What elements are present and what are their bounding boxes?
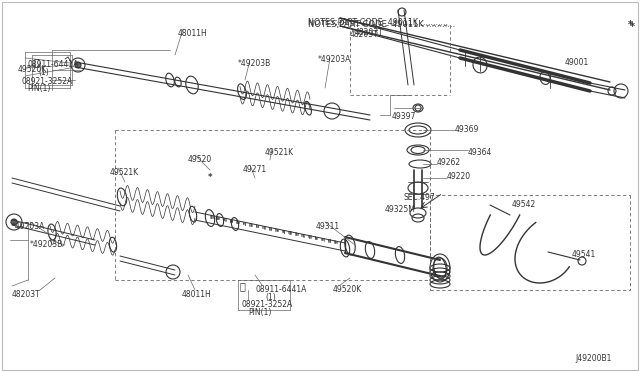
Text: PIN(1): PIN(1) — [248, 308, 271, 317]
Text: *: * — [628, 20, 633, 30]
Text: 49521K: 49521K — [265, 148, 294, 157]
Circle shape — [71, 58, 85, 72]
Text: 08921-3252A: 08921-3252A — [22, 77, 73, 86]
Text: 49364: 49364 — [468, 148, 492, 157]
Text: Ⓝ: Ⓝ — [240, 281, 246, 291]
Text: 49521K: 49521K — [110, 168, 139, 177]
Text: 49001: 49001 — [565, 58, 589, 67]
Text: NOTES;PART CODE  49011K ...........: NOTES;PART CODE 49011K ........... — [308, 18, 448, 27]
Text: 49520K: 49520K — [18, 65, 47, 74]
Text: NOTES;PART CODE  49011K ...........: NOTES;PART CODE 49011K ........... — [308, 20, 455, 29]
Text: *49203B: *49203B — [30, 240, 63, 249]
Circle shape — [6, 214, 22, 230]
Text: 48203T: 48203T — [355, 28, 384, 37]
Text: PIN(1): PIN(1) — [27, 84, 51, 93]
Text: 49271: 49271 — [243, 165, 267, 174]
Text: 49520: 49520 — [188, 155, 212, 164]
Text: 08911-6441A: 08911-6441A — [255, 285, 307, 294]
Text: 48203T: 48203T — [12, 290, 41, 299]
Text: *: * — [208, 173, 212, 182]
Text: 49369: 49369 — [455, 125, 479, 134]
Text: 49397: 49397 — [392, 112, 417, 121]
Text: SEC.497: SEC.497 — [403, 193, 435, 202]
Text: 49220: 49220 — [447, 172, 471, 181]
Text: 48011H: 48011H — [178, 29, 208, 38]
Text: 49311: 49311 — [316, 222, 340, 231]
Text: *49203B: *49203B — [238, 59, 271, 68]
Text: *: * — [630, 22, 635, 32]
Text: 49262: 49262 — [437, 158, 461, 167]
Text: 49541: 49541 — [572, 250, 596, 259]
Circle shape — [75, 62, 81, 68]
Text: 49325M: 49325M — [385, 205, 416, 214]
Circle shape — [11, 219, 17, 225]
Text: J49200B1: J49200B1 — [575, 354, 611, 363]
Text: (1): (1) — [265, 293, 276, 302]
Text: 48011H: 48011H — [182, 290, 212, 299]
Text: 08921-3252A: 08921-3252A — [242, 300, 293, 309]
Text: *49203A: *49203A — [318, 55, 351, 64]
Text: 49542: 49542 — [512, 200, 536, 209]
Circle shape — [324, 103, 340, 119]
Text: 49520K: 49520K — [333, 285, 362, 294]
Text: 08911-6441A: 08911-6441A — [28, 60, 79, 69]
Text: 48203T: 48203T — [350, 30, 379, 39]
Text: Ⓝ: Ⓝ — [34, 57, 40, 67]
Text: (1): (1) — [38, 68, 49, 77]
Text: *49203A: *49203A — [12, 222, 45, 231]
